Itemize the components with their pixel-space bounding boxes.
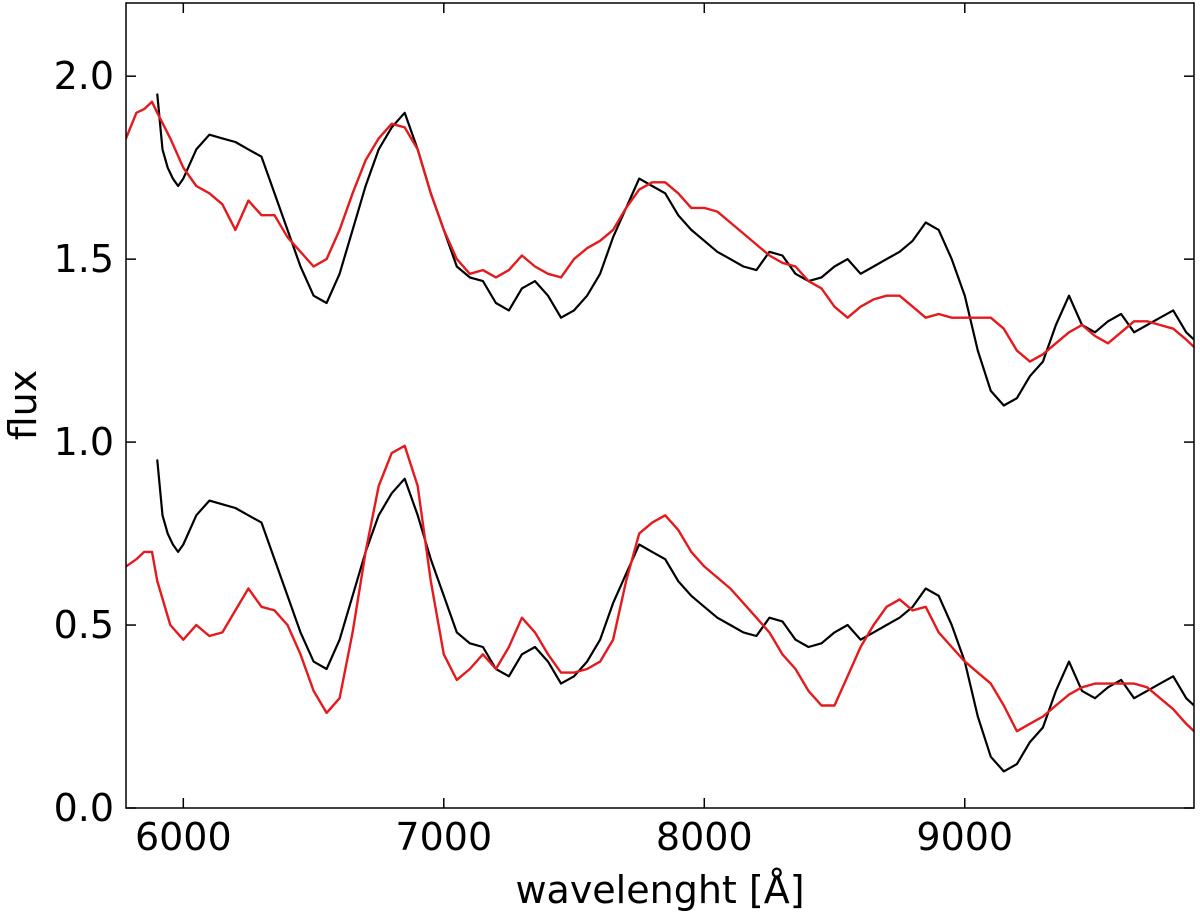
y-axis-label: flux	[1, 370, 45, 441]
series-layer	[126, 93, 1194, 773]
x-tick-label: 8000	[656, 815, 753, 859]
y-tick-label: 2.0	[54, 54, 114, 98]
y-tick-label: 1.5	[54, 237, 114, 281]
ticks-layer	[126, 3, 1194, 809]
tick-labels-layer: 6000 7000 8000 9000 0.0 0.5 1.0 1.5 2.0	[54, 54, 1014, 859]
y-tick-label: 0.0	[54, 786, 114, 830]
plot-frame	[125, 2, 1195, 809]
series-line-observed-upper	[156, 93, 1194, 407]
series-line-observed-lower	[156, 459, 1194, 773]
y-tick-label: 0.5	[54, 603, 114, 647]
y-tick-label: 1.0	[54, 420, 114, 464]
x-tick-label: 9000	[916, 815, 1013, 859]
series-line-model-lower	[126, 444, 1194, 733]
x-tick-label: 6000	[135, 815, 232, 859]
x-tick-label: 7000	[395, 815, 492, 859]
series-line-model-upper	[126, 100, 1194, 363]
x-axis-label: wavelenght [Å]	[515, 868, 804, 912]
